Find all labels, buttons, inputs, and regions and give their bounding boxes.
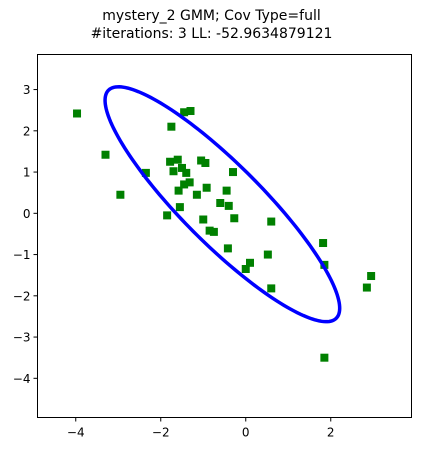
- data-point: [367, 272, 375, 280]
- data-point: [116, 191, 124, 199]
- data-point: [176, 203, 184, 211]
- x-tick-label: −4: [67, 426, 85, 440]
- x-tick-label: 0: [242, 426, 250, 440]
- data-point: [210, 228, 218, 236]
- x-tick-label: −2: [152, 426, 170, 440]
- data-point: [199, 216, 207, 224]
- y-tick-label: 1: [23, 166, 31, 180]
- plot-frame: [38, 55, 412, 418]
- data-point: [203, 184, 211, 192]
- data-points: [73, 107, 375, 362]
- data-point: [267, 218, 275, 226]
- y-tick-label: 3: [23, 83, 31, 97]
- data-point: [170, 167, 178, 175]
- y-tick-label: −1: [13, 248, 31, 262]
- data-point: [224, 244, 232, 252]
- data-point: [166, 158, 174, 166]
- data-point: [225, 202, 233, 210]
- y-tick-label: −4: [13, 372, 31, 386]
- data-point: [201, 159, 209, 167]
- data-point: [73, 109, 81, 117]
- data-point: [174, 156, 182, 164]
- data-point: [187, 107, 195, 115]
- data-point: [319, 239, 327, 247]
- data-point: [216, 199, 224, 207]
- data-point: [230, 214, 238, 222]
- axis-ticks: −4 −2 0 2 −4 −3 −2 −1 0 1 2 3: [13, 83, 335, 439]
- data-point: [163, 211, 171, 219]
- data-point: [186, 178, 194, 186]
- data-point: [267, 284, 275, 292]
- y-tick-label: −2: [13, 289, 31, 303]
- data-point: [246, 259, 254, 267]
- y-tick-label: 0: [23, 207, 31, 221]
- data-point: [193, 191, 201, 199]
- data-point: [264, 251, 272, 259]
- data-point: [182, 169, 190, 177]
- y-tick-label: −3: [13, 331, 31, 345]
- y-tick-label: 2: [23, 124, 31, 138]
- data-point: [320, 354, 328, 362]
- data-point: [223, 187, 231, 195]
- data-point: [363, 284, 371, 292]
- data-point: [229, 168, 237, 176]
- x-tick-label: 2: [327, 426, 335, 440]
- data-point: [167, 123, 175, 131]
- data-point: [102, 151, 110, 159]
